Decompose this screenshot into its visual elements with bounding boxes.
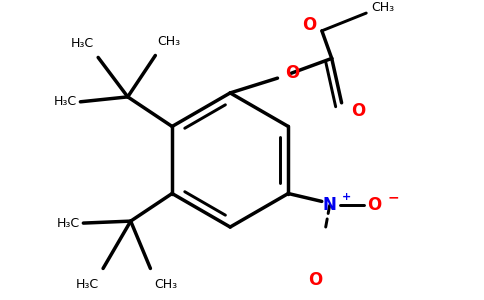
Text: H₃C: H₃C: [71, 37, 94, 50]
Text: +: +: [342, 193, 351, 202]
Text: O: O: [308, 272, 322, 290]
Text: N: N: [323, 196, 336, 214]
Text: H₃C: H₃C: [56, 217, 79, 230]
Text: O: O: [286, 64, 300, 82]
Text: CH₃: CH₃: [371, 1, 394, 13]
Text: CH₃: CH₃: [154, 278, 178, 291]
Text: O: O: [367, 196, 381, 214]
Text: O: O: [351, 102, 366, 120]
Text: H₃C: H₃C: [53, 95, 76, 108]
Text: CH₃: CH₃: [157, 34, 181, 48]
Text: H₃C: H₃C: [76, 278, 99, 291]
Text: O: O: [302, 16, 316, 34]
Text: −: −: [388, 190, 399, 205]
